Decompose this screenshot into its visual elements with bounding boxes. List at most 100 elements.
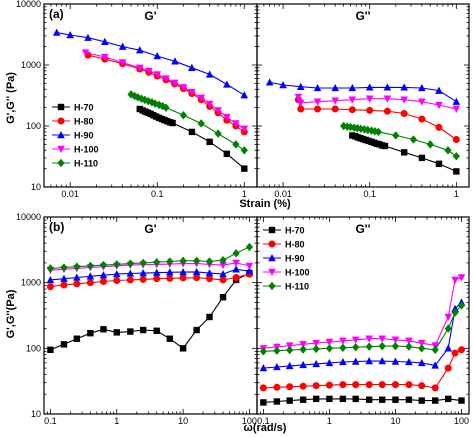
panel-1-data-point — [240, 125, 249, 133]
panel-4-data-point — [339, 381, 347, 389]
panel-3-data-point — [165, 268, 174, 276]
panel-3-series-line — [50, 246, 250, 269]
panel-2-data-point — [435, 101, 443, 110]
legend-entry-H-100: H-100 — [285, 268, 310, 278]
panel-1-data-point — [205, 100, 214, 108]
legend-entry-H-70: H-70 — [285, 226, 305, 236]
panel-2-data-point — [453, 168, 460, 175]
panel-3-series-line — [50, 262, 250, 271]
panel-4-data-point — [418, 397, 425, 404]
legend-entry-H-70: H-70 — [74, 103, 94, 113]
panel-4-data-point — [273, 346, 281, 355]
panel-3-data-point — [139, 258, 147, 268]
panel-3-data-point — [87, 330, 94, 337]
panel-4-data-point — [351, 357, 360, 365]
panel-4-x-tick-label: 0.1 — [257, 416, 270, 426]
panel-3-data-point — [179, 345, 187, 352]
panel-4-data-point — [365, 357, 373, 365]
panel-2-data-point — [365, 95, 374, 103]
panel-3-data-point — [46, 283, 54, 291]
panel-2-x-tick-label: 0.01 — [274, 189, 292, 199]
panel-1-y-tick-label: 10 — [31, 182, 41, 192]
panel-2-frame — [256, 3, 470, 188]
panel-4-data-point — [405, 337, 413, 345]
panel-4-data-point — [451, 349, 459, 357]
panel-3-series-line — [50, 268, 250, 281]
panel-4-frame — [256, 216, 470, 415]
panel-4-data-point — [405, 342, 413, 351]
panel-4-data-point — [312, 339, 320, 348]
panel-4-data-point — [286, 345, 294, 355]
panel-3-series-line — [50, 272, 250, 351]
panel-2-data-point — [418, 98, 426, 106]
panel-4-data-point — [451, 308, 459, 317]
panel-3-data-point — [192, 267, 201, 276]
panel-2-data-point — [400, 96, 408, 104]
panel-2-data-point — [381, 142, 389, 150]
panel-3-data-point — [60, 341, 68, 348]
legend-marker-H-80 — [268, 240, 276, 248]
y-axis-label-bottom: G',G''(Pa) — [5, 289, 17, 338]
panel-4-data-point — [457, 274, 466, 282]
panel-4-data-point — [312, 344, 320, 354]
panel-1-data-point — [84, 33, 92, 41]
panel-4-data-point — [418, 344, 426, 353]
panel-2-data-point — [367, 126, 376, 135]
panel-3-data-point — [166, 335, 173, 342]
panel-4-data-point — [432, 397, 439, 404]
panel-1-data-point — [170, 79, 179, 87]
panel-3-data-point — [166, 274, 174, 282]
panel-2-data-point — [371, 127, 379, 136]
panel-4-data-point — [444, 364, 452, 372]
legend-entry-H-110: H-110 — [285, 282, 309, 292]
panel-3-data-point — [99, 278, 107, 286]
panel-4-data-point — [457, 346, 465, 354]
panel-1-data-point — [206, 138, 213, 146]
panel-2-series-H-80 — [294, 96, 460, 144]
panel-3-data-point — [99, 271, 108, 279]
panel-4-data-point — [259, 384, 267, 392]
panel-4-data-point — [405, 396, 413, 403]
panel-4-data-point — [325, 381, 333, 389]
panel-4-data-point — [365, 396, 373, 403]
legend-entry-H-100: H-100 — [74, 145, 99, 155]
panel-3-y-tick-label: 10 — [31, 409, 41, 419]
panel-3-x-tick-label: 1 — [114, 416, 119, 426]
panel-3-data-point — [206, 275, 214, 283]
panel-4-data-point — [273, 362, 281, 371]
panel-2-data-point — [296, 82, 305, 90]
x-axis-label-top: Strain (%) — [239, 198, 291, 210]
panel-3-data-point — [245, 262, 254, 270]
panel-4-data-point — [445, 395, 452, 403]
panel-1-data-point — [214, 107, 222, 115]
panel-2-data-point — [452, 151, 460, 161]
panel-2-data-point — [279, 81, 287, 89]
panel-2-data-point — [452, 97, 461, 105]
panel-1-data-point — [169, 119, 176, 127]
panel-4-data-point — [259, 364, 268, 372]
panel-1-data-point — [81, 49, 90, 57]
panel-1-y-tick-label: 10000 — [16, 0, 41, 9]
panel-4-data-point — [339, 343, 347, 352]
panel-4-data-point — [299, 345, 307, 354]
panel-2-series-H-70 — [349, 132, 460, 175]
panel-4-series-H-90 — [259, 298, 466, 372]
panel-3-data-point — [219, 276, 227, 284]
panel-1-series-line — [87, 54, 245, 133]
panel-1-y-tick-label: 100 — [26, 121, 41, 131]
panel-3-data-point — [179, 274, 187, 282]
panel-1-label: (a) — [49, 7, 64, 21]
panel-1-data-point — [232, 120, 240, 128]
panel-3-data-point — [46, 264, 55, 273]
panel-4-data-point — [352, 381, 360, 389]
panel-3-data-point — [73, 280, 81, 288]
panel-4-data-point — [259, 347, 267, 356]
panel-4-data-point — [299, 396, 307, 403]
panel-4-data-point — [431, 384, 439, 392]
panel-1-data-point — [179, 111, 188, 120]
panel-3-data-point — [126, 259, 134, 268]
panel-4-data-point — [417, 358, 426, 367]
panel-2-data-point — [314, 105, 322, 113]
panel-4-series-H-80 — [259, 346, 465, 392]
panel-2-data-point — [400, 83, 408, 91]
